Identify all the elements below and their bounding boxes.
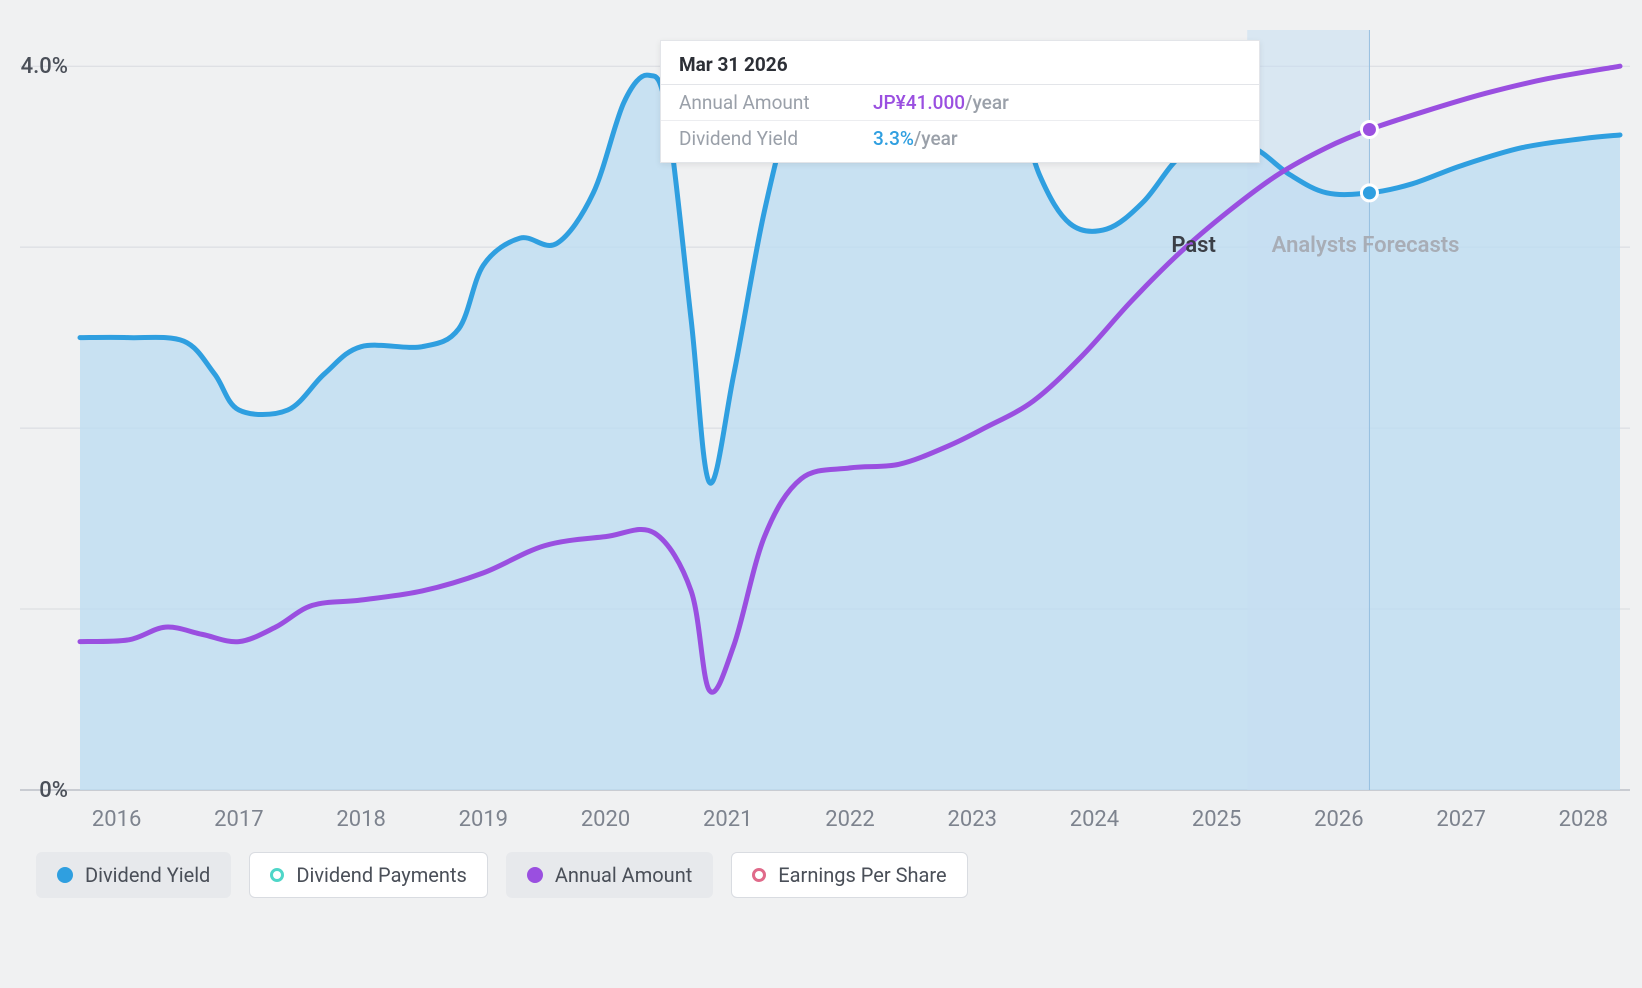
- svg-text:2020: 2020: [581, 807, 630, 832]
- legend-swatch: [270, 868, 284, 882]
- tooltip-row-value: 3.3%/year: [873, 127, 958, 150]
- dividend-chart: 0% 4.0% 2016 2017 2018 2019 2020 2021 2022 2023 20…: [0, 0, 1642, 988]
- legend-item-dividend-payments[interactable]: Dividend Payments: [249, 852, 487, 898]
- legend-swatch: [57, 867, 73, 883]
- svg-text:2023: 2023: [947, 807, 996, 832]
- legend-label: Earnings Per Share: [778, 863, 946, 887]
- svg-text:2025: 2025: [1192, 807, 1241, 832]
- svg-text:2022: 2022: [825, 807, 874, 832]
- svg-text:2018: 2018: [336, 807, 385, 832]
- svg-text:2026: 2026: [1314, 807, 1363, 832]
- svg-text:2016: 2016: [92, 807, 141, 832]
- tooltip-row-value: JP¥41.000/year: [873, 91, 1009, 114]
- svg-text:4.0%: 4.0%: [21, 54, 68, 79]
- tooltip-title: Mar 31 2026: [661, 41, 1259, 85]
- tooltip-row: Annual Amount JP¥41.000/year: [661, 85, 1259, 121]
- legend-swatch: [752, 868, 766, 882]
- svg-text:0%: 0%: [39, 778, 68, 803]
- svg-text:2028: 2028: [1559, 807, 1608, 832]
- svg-text:2021: 2021: [703, 807, 752, 832]
- legend-item-annual-amount[interactable]: Annual Amount: [506, 852, 713, 898]
- tooltip-row-label: Dividend Yield: [679, 127, 849, 150]
- chart-tooltip: Mar 31 2026 Annual Amount JP¥41.000/year D…: [660, 40, 1260, 163]
- legend-item-dividend-yield[interactable]: Dividend Yield: [36, 852, 231, 898]
- label-forecast: Analysts Forecasts: [1272, 233, 1460, 258]
- svg-text:2017: 2017: [214, 807, 263, 832]
- legend-swatch: [527, 867, 543, 883]
- svg-text:2024: 2024: [1070, 807, 1119, 832]
- svg-text:2027: 2027: [1436, 807, 1485, 832]
- legend-label: Annual Amount: [555, 863, 692, 887]
- svg-text:2019: 2019: [459, 807, 508, 832]
- label-past: Past: [1171, 233, 1216, 258]
- legend-label: Dividend Payments: [296, 863, 466, 887]
- tooltip-row: Dividend Yield 3.3%/year: [661, 121, 1259, 162]
- legend-label: Dividend Yield: [85, 863, 210, 887]
- tooltip-row-label: Annual Amount: [679, 91, 849, 114]
- chart-legend: Dividend Yield Dividend Payments Annual Am…: [36, 852, 968, 898]
- legend-item-earnings-per-share[interactable]: Earnings Per Share: [731, 852, 967, 898]
